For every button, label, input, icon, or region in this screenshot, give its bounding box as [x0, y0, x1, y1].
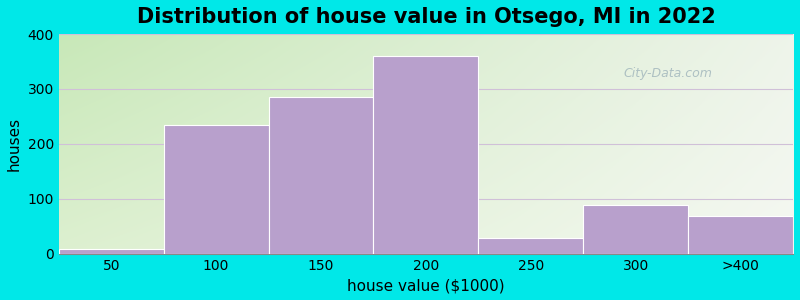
Bar: [269, 97, 374, 254]
Bar: [688, 216, 793, 254]
Y-axis label: houses: houses: [7, 117, 22, 171]
Bar: [478, 238, 583, 254]
Title: Distribution of house value in Otsego, MI in 2022: Distribution of house value in Otsego, M…: [137, 7, 715, 27]
X-axis label: house value ($1000): house value ($1000): [347, 278, 505, 293]
Bar: [164, 124, 269, 254]
Bar: [583, 205, 688, 254]
Bar: [58, 249, 164, 254]
Text: City-Data.com: City-Data.com: [624, 67, 713, 80]
Bar: [374, 56, 478, 253]
